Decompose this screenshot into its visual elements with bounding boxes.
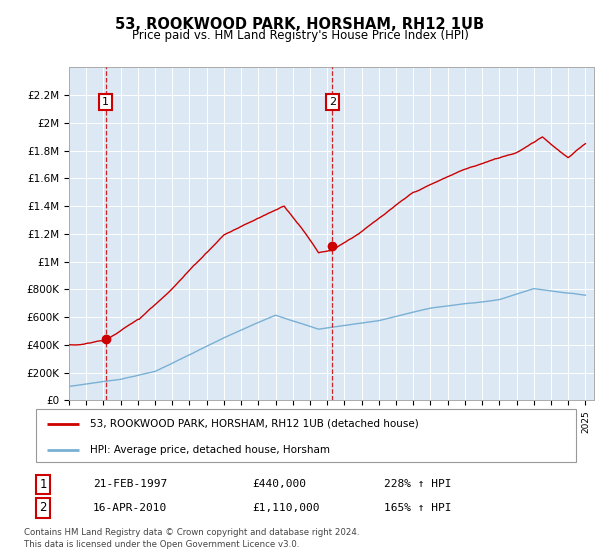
Text: £440,000: £440,000 [252, 479, 306, 489]
FancyBboxPatch shape [36, 409, 576, 462]
Text: 1: 1 [40, 478, 47, 491]
Text: 1: 1 [102, 97, 109, 107]
Text: 53, ROOKWOOD PARK, HORSHAM, RH12 1UB: 53, ROOKWOOD PARK, HORSHAM, RH12 1UB [115, 17, 485, 31]
Text: Contains HM Land Registry data © Crown copyright and database right 2024.
This d: Contains HM Land Registry data © Crown c… [24, 528, 359, 549]
Text: £1,110,000: £1,110,000 [252, 503, 320, 513]
Text: 53, ROOKWOOD PARK, HORSHAM, RH12 1UB (detached house): 53, ROOKWOOD PARK, HORSHAM, RH12 1UB (de… [90, 419, 419, 429]
Text: 21-FEB-1997: 21-FEB-1997 [93, 479, 167, 489]
Text: 2: 2 [40, 501, 47, 515]
Text: HPI: Average price, detached house, Horsham: HPI: Average price, detached house, Hors… [90, 445, 330, 455]
Text: 2: 2 [329, 97, 336, 107]
Text: 228% ↑ HPI: 228% ↑ HPI [384, 479, 452, 489]
Text: 16-APR-2010: 16-APR-2010 [93, 503, 167, 513]
Text: 165% ↑ HPI: 165% ↑ HPI [384, 503, 452, 513]
Text: Price paid vs. HM Land Registry's House Price Index (HPI): Price paid vs. HM Land Registry's House … [131, 29, 469, 42]
